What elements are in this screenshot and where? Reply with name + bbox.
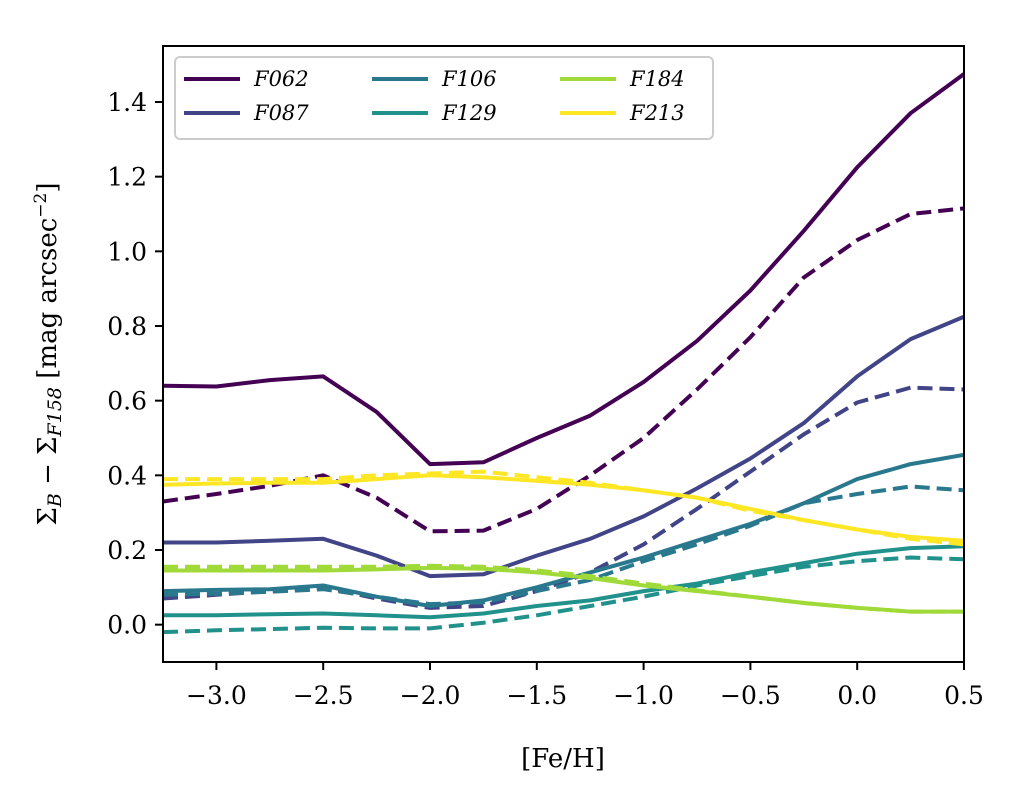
y-tick-label: 0.2 — [107, 536, 147, 565]
x-tick-label: −3.0 — [186, 681, 247, 710]
y-tick-label: 0.4 — [107, 461, 147, 490]
tick-layer: −3.0 −2.5 −2.0 −1.5 −1.0 −0.5 0.0 0.5 0.0 0.2 0.4 0… — [107, 88, 984, 710]
legend-label-f106: F106 — [441, 67, 497, 91]
y-tick-label: 1.2 — [107, 163, 147, 192]
data-layer — [163, 72, 964, 635]
x-tick-label: −2.5 — [293, 681, 354, 710]
y-label-sigma: Σ — [33, 507, 63, 525]
y-tick-label: 1.0 — [107, 237, 147, 266]
legend-label-f129: F129 — [441, 101, 497, 125]
series-line-f129 — [163, 544, 964, 620]
series-line-f062 — [163, 72, 964, 467]
y-label-minus: − Σ — [33, 436, 63, 493]
y-label-unit: [mag arcsec — [33, 218, 63, 387]
legend-label-f184: F184 — [629, 67, 685, 91]
series-line-f106 — [163, 452, 964, 608]
series-line-f106-dashed — [163, 484, 964, 607]
series-line-f184-dashed — [163, 563, 964, 614]
y-axis-label: ΣB − ΣF158 [mag arcsec−2] — [31, 183, 66, 526]
x-tick-label: −1.0 — [613, 681, 674, 710]
y-label-sub2: F158 — [44, 387, 66, 437]
legend-label-f062: F062 — [253, 67, 309, 91]
y-tick-label: 0.0 — [107, 611, 147, 640]
y-label-unit-close: ] — [33, 183, 63, 193]
x-tick-label: −1.5 — [506, 681, 567, 710]
y-tick-label: 1.4 — [107, 88, 147, 117]
y-tick-label: 0.8 — [107, 312, 147, 341]
legend-label-f087: F087 — [253, 101, 309, 125]
series-line-f129-dashed — [163, 555, 964, 635]
x-tick-label: 0.0 — [837, 681, 877, 710]
x-axis-label: [Fe/H] — [521, 744, 605, 774]
axes-frame — [162, 45, 965, 663]
x-tick-label: 0.5 — [944, 681, 984, 710]
x-tick-label: −0.5 — [720, 681, 781, 710]
y-tick-label: 0.6 — [107, 387, 147, 416]
series-line-f213-dashed — [163, 469, 964, 547]
y-label-sub1: B — [44, 493, 66, 508]
x-tick-label: −2.0 — [400, 681, 461, 710]
legend-label-f213: F213 — [629, 101, 685, 125]
y-label-sup: −2 — [31, 193, 51, 218]
series-line-f087 — [163, 314, 964, 579]
legend: F062 F087 F106 F129 F184 F213 — [174, 56, 714, 140]
